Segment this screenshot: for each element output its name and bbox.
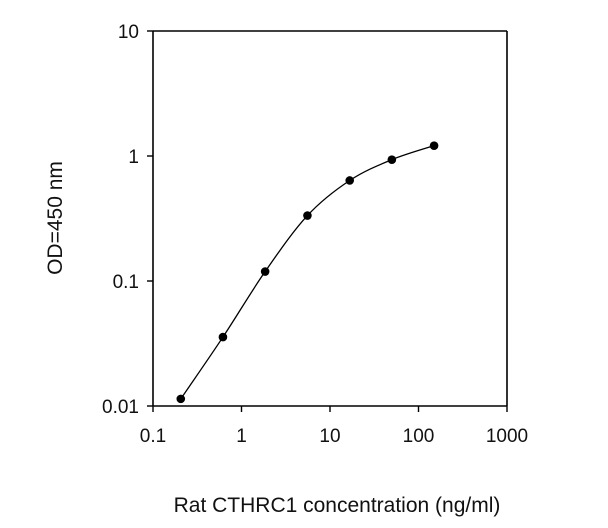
x-tick-label: 100 [403, 426, 435, 447]
x-tick-labels: 0.1 1 10 100 1000 [140, 426, 528, 447]
data-point [429, 141, 439, 150]
y-tick-label: 0.1 [113, 272, 139, 293]
x-tick-label: 10 [319, 426, 340, 447]
data-point [260, 267, 270, 276]
data-point [387, 155, 397, 164]
plot-frame [152, 30, 508, 407]
y-tick-label: 0.01 [102, 397, 139, 418]
data-point [303, 211, 312, 220]
data-point [176, 394, 186, 404]
axis-ticks [147, 30, 508, 412]
data-point [345, 176, 355, 185]
x-axis-title: Rat CTHRC1 concentration (ng/ml) [174, 494, 501, 517]
y-tick-label: 1 [128, 147, 139, 168]
y-axis-title: OD=450 nm [44, 161, 67, 275]
x-tick-label: 1000 [486, 426, 528, 447]
x-tick-label: 0.1 [140, 426, 166, 447]
data-series [176, 141, 439, 404]
data-point [218, 332, 228, 342]
y-tick-label: 10 [118, 22, 139, 43]
x-tick-label: 1 [236, 426, 247, 447]
y-tick-labels: 0.01 0.1 1 10 [102, 22, 139, 418]
series-line [180, 145, 435, 400]
